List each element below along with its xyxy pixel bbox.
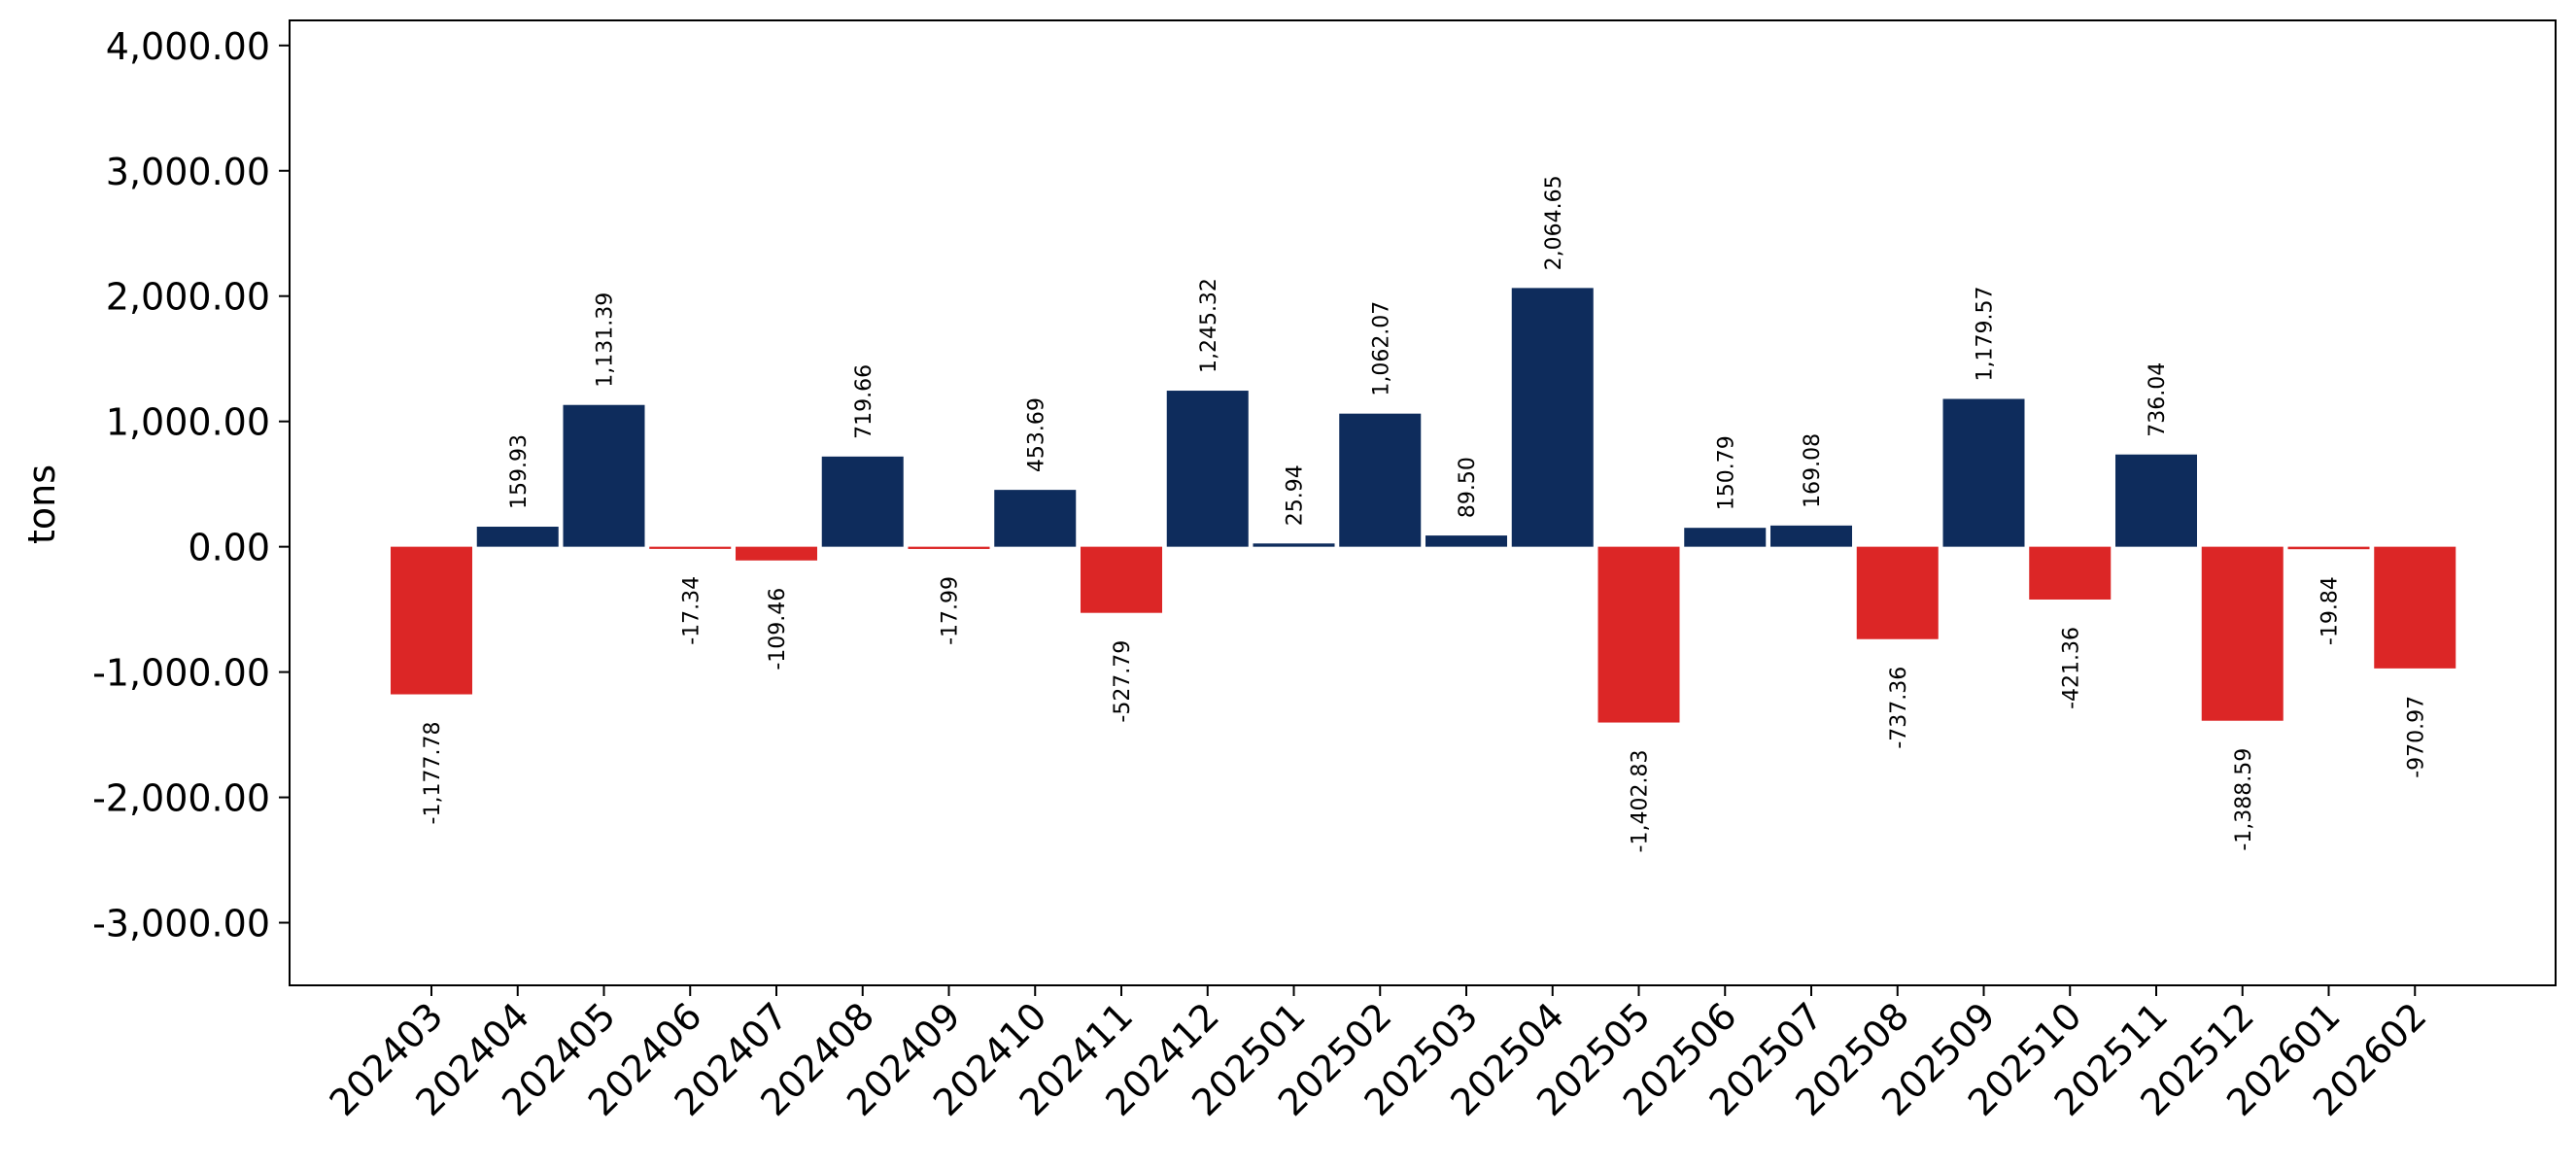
bar-202501 — [1253, 543, 1335, 547]
bar-202406 — [649, 546, 732, 549]
data-label-202501: 25.94 — [1284, 464, 1308, 526]
data-label-202406: -17.34 — [679, 576, 704, 645]
bar-202507 — [1770, 525, 1852, 547]
bar-202403 — [391, 546, 472, 695]
data-labels-layer: -1,177.78 159.93 1,131.39 -17.34 -109.46 719.… — [421, 175, 2428, 852]
data-label-202505: -1,402.83 — [1629, 750, 1653, 853]
data-label-202509: 1,179.57 — [1974, 287, 1998, 382]
y-tick-label: -2,000.00 — [92, 777, 270, 820]
data-label-202510: -421.36 — [2059, 627, 2083, 709]
bars-layer — [391, 288, 2456, 723]
bar-202404 — [476, 527, 559, 547]
bar-202412 — [1166, 391, 1249, 547]
data-label-202511: 736.04 — [2146, 362, 2170, 437]
bar-202505 — [1597, 546, 1680, 723]
data-label-202409: -17.99 — [939, 576, 963, 645]
data-label-202512: -1,388.59 — [2232, 748, 2256, 851]
bar-202602 — [2374, 546, 2456, 669]
bar-202502 — [1339, 413, 1422, 547]
y-tick-label: -1,000.00 — [92, 652, 270, 695]
bar-202510 — [2029, 546, 2112, 600]
x-axis: 2024032024042024052024062024072024082024… — [322, 985, 2435, 1124]
y-axis: 4,000.00 3,000.00 2,000.00 1,000.00 0.00 -1,0… — [92, 25, 290, 946]
bar-202408 — [821, 456, 904, 547]
bar-202409 — [908, 546, 990, 549]
bar-202410 — [994, 490, 1077, 547]
data-label-202410: 453.69 — [1024, 397, 1048, 472]
y-tick-label: 0.00 — [188, 527, 270, 569]
data-label-202507: 169.08 — [1801, 433, 1825, 508]
bar-202508 — [1856, 546, 1939, 639]
y-tick-label: 1,000.00 — [106, 401, 270, 444]
bar-202601 — [2287, 546, 2370, 550]
y-tick-label: 2,000.00 — [106, 276, 270, 319]
y-tick-label: 4,000.00 — [106, 25, 270, 68]
bar-202405 — [563, 404, 645, 547]
data-label-202504: 2,064.65 — [1542, 175, 1566, 270]
bar-202504 — [1511, 288, 1594, 547]
data-label-202404: 159.93 — [507, 434, 532, 509]
data-label-202502: 1,062.07 — [1369, 301, 1393, 396]
bar-202511 — [2115, 454, 2197, 547]
data-label-202411: -527.79 — [1111, 640, 1135, 723]
bar-202407 — [736, 546, 817, 561]
bar-202512 — [2201, 546, 2284, 721]
bar-202509 — [1942, 398, 2025, 547]
data-label-202508: -737.36 — [1887, 667, 1911, 749]
data-label-202601: -19.84 — [2318, 576, 2343, 645]
plot-frame — [289, 19, 2557, 986]
data-label-202602: -970.97 — [2404, 696, 2428, 778]
y-axis-label: tons — [20, 464, 63, 544]
data-label-202506: 150.79 — [1714, 435, 1738, 510]
bar-202411 — [1081, 546, 1162, 613]
bar-202503 — [1425, 535, 1507, 547]
data-label-202405: 1,131.39 — [594, 292, 618, 388]
data-label-202407: -109.46 — [766, 588, 790, 670]
data-label-202412: 1,245.32 — [1197, 278, 1221, 373]
data-label-202403: -1,177.78 — [421, 722, 445, 825]
data-label-202503: 89.50 — [1456, 457, 1480, 518]
data-label-202408: 719.66 — [852, 364, 876, 439]
y-tick-label: 3,000.00 — [106, 151, 270, 193]
bar-202506 — [1684, 528, 1767, 547]
y-tick-label: -3,000.00 — [92, 903, 270, 946]
